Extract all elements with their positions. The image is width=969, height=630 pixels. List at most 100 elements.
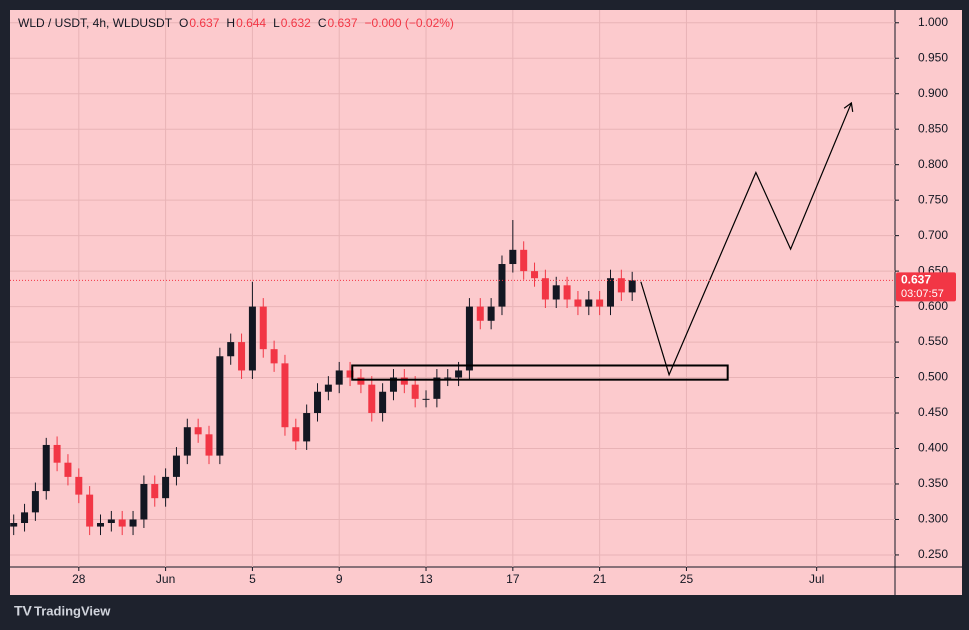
candle-body xyxy=(270,349,278,364)
candle-body xyxy=(53,444,61,463)
candle-body xyxy=(444,377,452,379)
candle-body xyxy=(248,306,256,371)
header-change: −0.000 (−0.02%) xyxy=(365,16,454,30)
y-tick-label: 0.850 xyxy=(918,121,948,135)
x-tick-label: 21 xyxy=(593,572,607,586)
candle-body xyxy=(552,285,560,300)
y-tick-label: 0.700 xyxy=(918,228,948,242)
candle-body xyxy=(563,285,571,300)
candle-body xyxy=(368,384,376,414)
candle-body xyxy=(585,299,593,307)
header-symbol: WLD / USDT, 4h, WLDUSDT xyxy=(18,16,173,30)
candle-body xyxy=(140,483,148,520)
candle-body xyxy=(314,391,322,414)
y-tick-label: 0.250 xyxy=(918,547,948,561)
brand-name: TradingView xyxy=(34,603,111,618)
candle-body xyxy=(357,377,365,385)
header-o-label: O xyxy=(179,16,188,30)
candle-body xyxy=(411,384,419,399)
brand: TV TradingView xyxy=(14,603,111,619)
candle-body xyxy=(183,427,191,456)
candle-body xyxy=(162,476,170,499)
y-tick-label: 0.800 xyxy=(918,157,948,171)
candle-body xyxy=(487,306,495,321)
x-tick-label: Jun xyxy=(156,572,175,586)
candle-body xyxy=(541,278,549,300)
y-tick-label: 0.950 xyxy=(918,50,948,64)
candle-body xyxy=(465,306,473,371)
candle-body xyxy=(118,519,126,527)
candle-body xyxy=(433,377,441,399)
candle-body xyxy=(31,491,39,513)
x-tick-label: 5 xyxy=(249,572,256,586)
header-c: 0.637 xyxy=(328,16,358,30)
y-tick-label: 0.400 xyxy=(918,441,948,455)
y-tick-label: 0.550 xyxy=(918,334,948,348)
chart-background xyxy=(10,10,962,595)
y-tick-label: 1.000 xyxy=(918,15,948,29)
candle-body xyxy=(205,434,213,456)
candle-body xyxy=(96,523,104,527)
candle-body xyxy=(520,249,528,272)
candle-body xyxy=(292,427,300,442)
candle-body xyxy=(107,519,115,524)
candle-body xyxy=(21,512,29,524)
last-price-tag xyxy=(896,272,956,302)
candle-body xyxy=(389,377,397,392)
candle-body xyxy=(86,494,94,527)
candle-body xyxy=(64,462,72,477)
candle-body xyxy=(476,306,484,321)
y-tick-label: 0.350 xyxy=(918,476,948,490)
candle-body xyxy=(42,444,50,492)
candle-body xyxy=(172,455,180,477)
header-h-label: H xyxy=(226,16,235,30)
header-c-label: C xyxy=(318,16,327,30)
support-zone xyxy=(351,364,729,381)
candle-body xyxy=(281,363,289,428)
candle-body xyxy=(606,278,614,307)
last-price-label: 0.637 xyxy=(901,273,931,287)
candle-body xyxy=(10,523,18,527)
header-l: 0.632 xyxy=(281,16,311,30)
candle-body xyxy=(596,299,604,307)
candle-body xyxy=(574,299,582,307)
header-h: 0.644 xyxy=(236,16,266,30)
x-tick-label: 28 xyxy=(72,572,86,586)
x-tick-label: 13 xyxy=(419,572,433,586)
candle-body xyxy=(422,398,430,400)
candle-body xyxy=(379,391,387,414)
y-tick-label: 0.300 xyxy=(918,512,948,526)
projection-arrowhead xyxy=(843,101,854,112)
candle-body xyxy=(498,264,506,307)
candle-body xyxy=(628,280,636,293)
candle-body xyxy=(531,271,539,279)
y-tick-label: 0.750 xyxy=(918,192,948,206)
header-o: 0.637 xyxy=(189,16,219,30)
candle-body xyxy=(151,483,159,499)
candle-body xyxy=(509,249,517,265)
candle-body xyxy=(455,370,463,378)
x-tick-label: 9 xyxy=(336,572,343,586)
candle-body xyxy=(617,278,625,293)
brand-logo: TV xyxy=(14,603,33,619)
candle-body xyxy=(194,427,202,435)
x-tick-label: Jul xyxy=(809,572,824,586)
candle-body xyxy=(303,413,311,442)
candle-body xyxy=(324,384,332,392)
candle-body xyxy=(216,356,224,456)
legend-header: WLD / USDT, 4h, WLDUSDT O 0.637 H 0.644 L 0.63… xyxy=(18,16,454,30)
x-tick-label: 17 xyxy=(506,572,520,586)
candle-body xyxy=(129,519,137,527)
y-tick-label: 0.450 xyxy=(918,405,948,419)
candle-body xyxy=(346,370,354,378)
candle-body xyxy=(400,377,408,385)
candle-body xyxy=(75,476,83,495)
countdown: 03:07:57 xyxy=(901,288,944,300)
x-tick-label: 25 xyxy=(680,572,694,586)
projection-path xyxy=(640,102,852,377)
candle-body xyxy=(335,370,343,385)
candle-body xyxy=(259,306,267,350)
candle-body xyxy=(238,342,246,371)
